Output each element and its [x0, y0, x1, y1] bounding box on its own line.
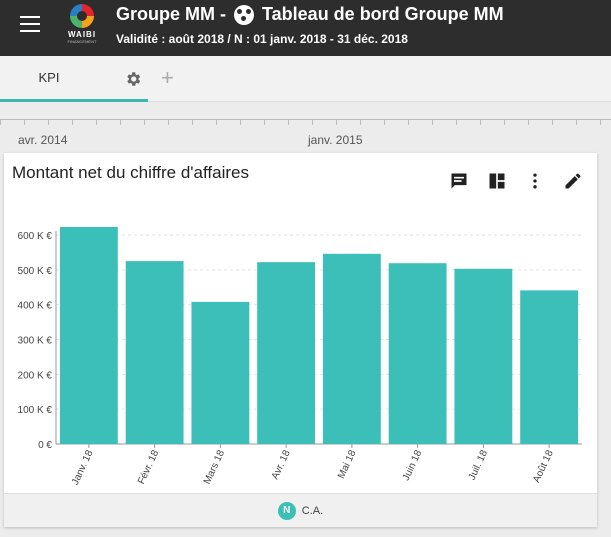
group-title: Groupe MM -: [116, 4, 226, 24]
x-tick-label: Août 18: [531, 448, 556, 484]
timeline-label-start: avr. 2014: [18, 133, 68, 147]
dashboard-title: Tableau de bord Groupe MM: [262, 4, 504, 24]
y-tick-label: 0 €: [38, 440, 52, 451]
page-title: Groupe MM - Tableau de bord Groupe MM: [116, 4, 504, 25]
validity-subtitle: Validité : août 2018 / N : 01 janv. 2018…: [116, 32, 408, 46]
legend-label: C.A.: [301, 504, 324, 517]
bar-2: [125, 261, 184, 444]
y-tick-label: 500 K €: [18, 266, 53, 277]
timeline-ticks: [0, 119, 611, 125]
x-tick-label: Avr. 18: [270, 448, 293, 481]
x-tick-label: Mai 18: [336, 448, 359, 480]
revenue-bar-chart: 0 € 100 K € 200 K € 300 K € 400 K € 500 K € 60…: [18, 226, 582, 487]
chart-legend: N C.A.: [4, 493, 597, 527]
legend-badge[interactable]: N: [277, 501, 296, 520]
dashboard-icon: [234, 4, 254, 25]
layout-icon[interactable]: [487, 171, 507, 191]
bar-8: [520, 290, 579, 444]
logo-text: WAIBI: [67, 30, 97, 39]
comment-icon[interactable]: [449, 171, 469, 191]
y-tick-label: 200 K €: [18, 370, 53, 381]
menu-icon[interactable]: [20, 16, 40, 32]
x-tick-label: Févr. 18: [136, 448, 161, 486]
x-tick-label: Mars 18: [202, 448, 227, 486]
y-tick-label: 300 K €: [18, 336, 53, 347]
company-logo: WAIBI FINANCEMENT: [66, 4, 98, 50]
edit-icon[interactable]: [563, 171, 583, 191]
gear-icon[interactable]: [124, 70, 142, 88]
y-tick-label: 400 K €: [18, 301, 53, 312]
logo-subtext: FINANCEMENT: [67, 39, 97, 44]
timeline-slider[interactable]: avr. 2014 janv. 2015: [0, 103, 611, 150]
app-header: WAIBI FINANCEMENT Groupe MM - Tableau de…: [0, 0, 611, 56]
tab-kpi[interactable]: KPI: [0, 56, 148, 102]
bar-6: [388, 263, 447, 444]
x-tick-label: Janv. 18: [70, 448, 96, 487]
bar-7: [454, 268, 513, 444]
x-tick-label: Juil. 18: [467, 448, 491, 482]
bar-1: [59, 226, 118, 444]
y-tick-label: 600 K €: [18, 231, 53, 242]
bar-5: [322, 253, 381, 444]
y-tick-label: 100 K €: [18, 405, 53, 416]
bar-3: [191, 301, 250, 444]
timeline-label-mid: janv. 2015: [308, 133, 363, 147]
kpi-card: Montant net du chiffre d'affaires 0 € 100…: [4, 153, 597, 527]
x-tick-label: Juin 18: [401, 448, 425, 482]
more-icon[interactable]: [525, 171, 545, 191]
card-title: Montant net du chiffre d'affaires: [12, 163, 249, 182]
add-tab-button[interactable]: +: [161, 65, 174, 90]
bar-4: [257, 262, 316, 444]
card-toolbar: [449, 171, 583, 191]
tab-bar: KPI +: [0, 56, 611, 102]
